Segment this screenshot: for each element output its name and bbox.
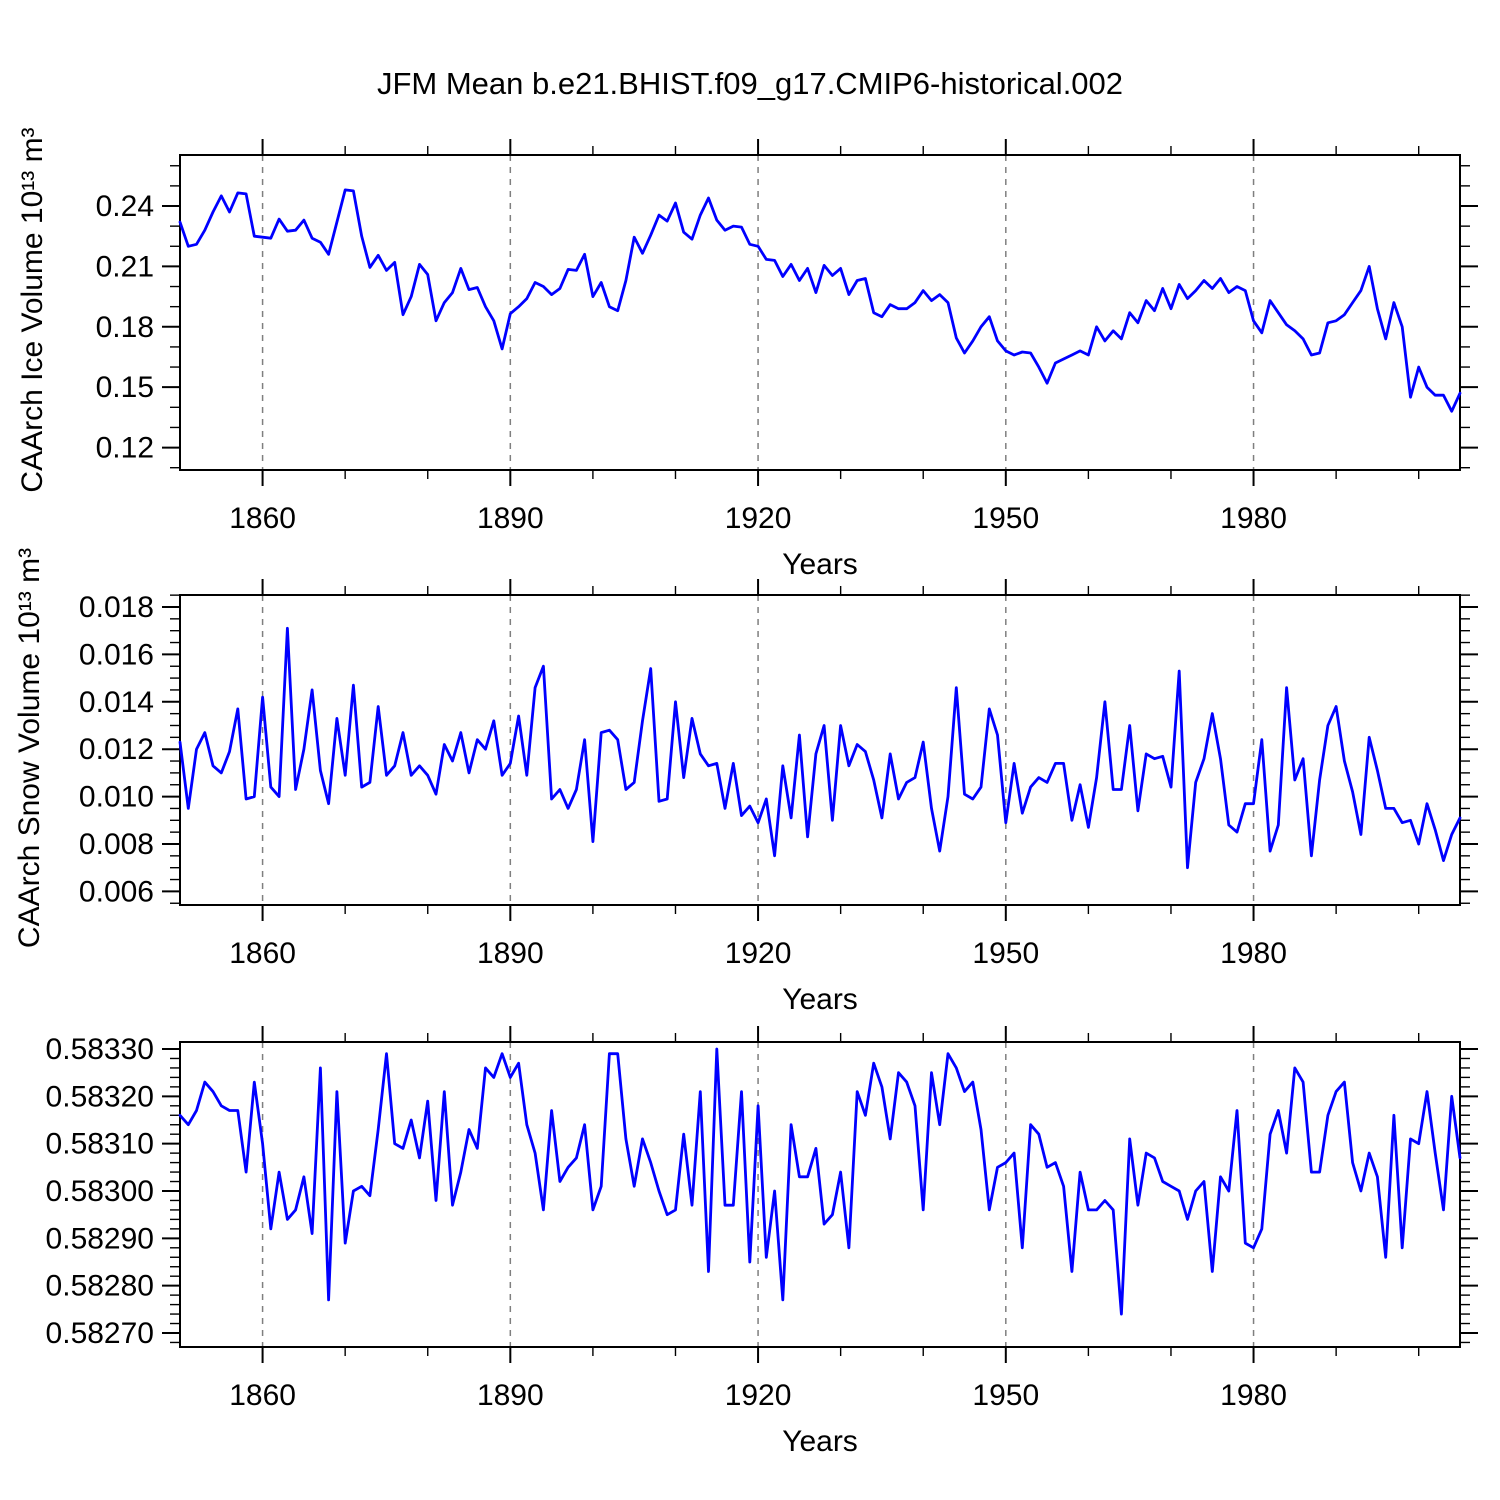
panel-1-series-line [178, 188, 1462, 413]
panel-1-xtick-label: 1860 [229, 502, 296, 535]
panel-3-xtick-label: 1860 [229, 1379, 296, 1412]
panel-1-ytick-label: 0.18 [96, 311, 154, 344]
panel-3-ticks [162, 1026, 1478, 1363]
panel-2-ytick-label: 0.008 [79, 828, 154, 861]
panel-2-xtick-label: 1860 [229, 937, 296, 970]
panel-2-y-axis-label: CAArch Snow Volume 10¹³ m³ [13, 547, 46, 949]
panel-1-ytick-label: 0.12 [96, 432, 154, 465]
panel-1-xtick-label: 1980 [1220, 502, 1287, 535]
panel-2-ytick-label: 0.012 [79, 733, 154, 766]
panel-1-ytick-label: 0.15 [96, 371, 154, 404]
panel-3-xtick-label: 1920 [725, 1379, 792, 1412]
panel-1-xtick-label: 1950 [972, 502, 1039, 535]
panel-2-border [179, 594, 1461, 906]
panel-3: 0.58330 0.58320 0.58310 0.58300 0.58290 0.582… [46, 1026, 1478, 1412]
panel-1-ytick-label: 0.24 [96, 190, 154, 223]
panel-3-ytick-label: 0.58330 [46, 1033, 154, 1066]
panel-3-ytick-label: 0.58270 [46, 1317, 154, 1350]
panel-3-xtick-label: 1980 [1220, 1379, 1287, 1412]
panel-3-ytick-label: 0.58280 [46, 1270, 154, 1303]
panel-2-ytick-label: 0.016 [79, 638, 154, 671]
panel-2-xtick-label: 1890 [477, 937, 544, 970]
panel-3-ytick-label: 0.58320 [46, 1080, 154, 1113]
panel-1-xtick-label: 1920 [725, 502, 792, 535]
panel-3-x-axis-label: Years [782, 1425, 858, 1458]
panel-2-xtick-label: 1920 [725, 937, 792, 970]
panel-1-border [179, 154, 1461, 471]
panel-3-ytick-label: 0.58300 [46, 1175, 154, 1208]
panel-2-xtick-label: 1950 [972, 937, 1039, 970]
panel-3-border [179, 1041, 1461, 1348]
panel-3-xtick-label: 1950 [972, 1379, 1039, 1412]
panel-2-xtick-label: 1980 [1220, 937, 1287, 970]
panel-2-series-line [178, 626, 1462, 870]
panel-2-ytick-label: 0.014 [79, 686, 154, 719]
panel-3-series-line [178, 1047, 1462, 1316]
panel-2-ytick-label: 0.018 [79, 591, 154, 624]
panel-1-x-axis-label: Years [782, 548, 858, 581]
panel-2: 0.018 0.016 0.014 0.012 0.010 0.008 0.006 1860 1… [79, 579, 1478, 970]
chart-title: JFM Mean b.e21.BHIST.f09_g17.CMIP6-histo… [376, 66, 1124, 101]
panel-1-ticks [162, 139, 1478, 486]
panel-2-ytick-label: 0.010 [79, 781, 154, 814]
panel-2-ticks [162, 579, 1478, 921]
panel-1-xtick-label: 1890 [477, 502, 544, 535]
panel-2-ytick-label: 0.006 [79, 875, 154, 908]
panel-1-y-axis-label: CAArch Ice Volume 10¹³ m³ [16, 127, 49, 493]
panel-3-xtick-label: 1890 [477, 1379, 544, 1412]
panel-3-ytick-label: 0.58310 [46, 1128, 154, 1161]
panel-2-x-axis-label: Years [782, 983, 858, 1016]
panel-1: 0.24 0.21 0.18 0.15 0.12 1860 1890 1920 1950 1980 [96, 139, 1478, 535]
panel-1-ytick-label: 0.21 [96, 250, 154, 283]
panel-3-ytick-label: 0.58290 [46, 1222, 154, 1255]
